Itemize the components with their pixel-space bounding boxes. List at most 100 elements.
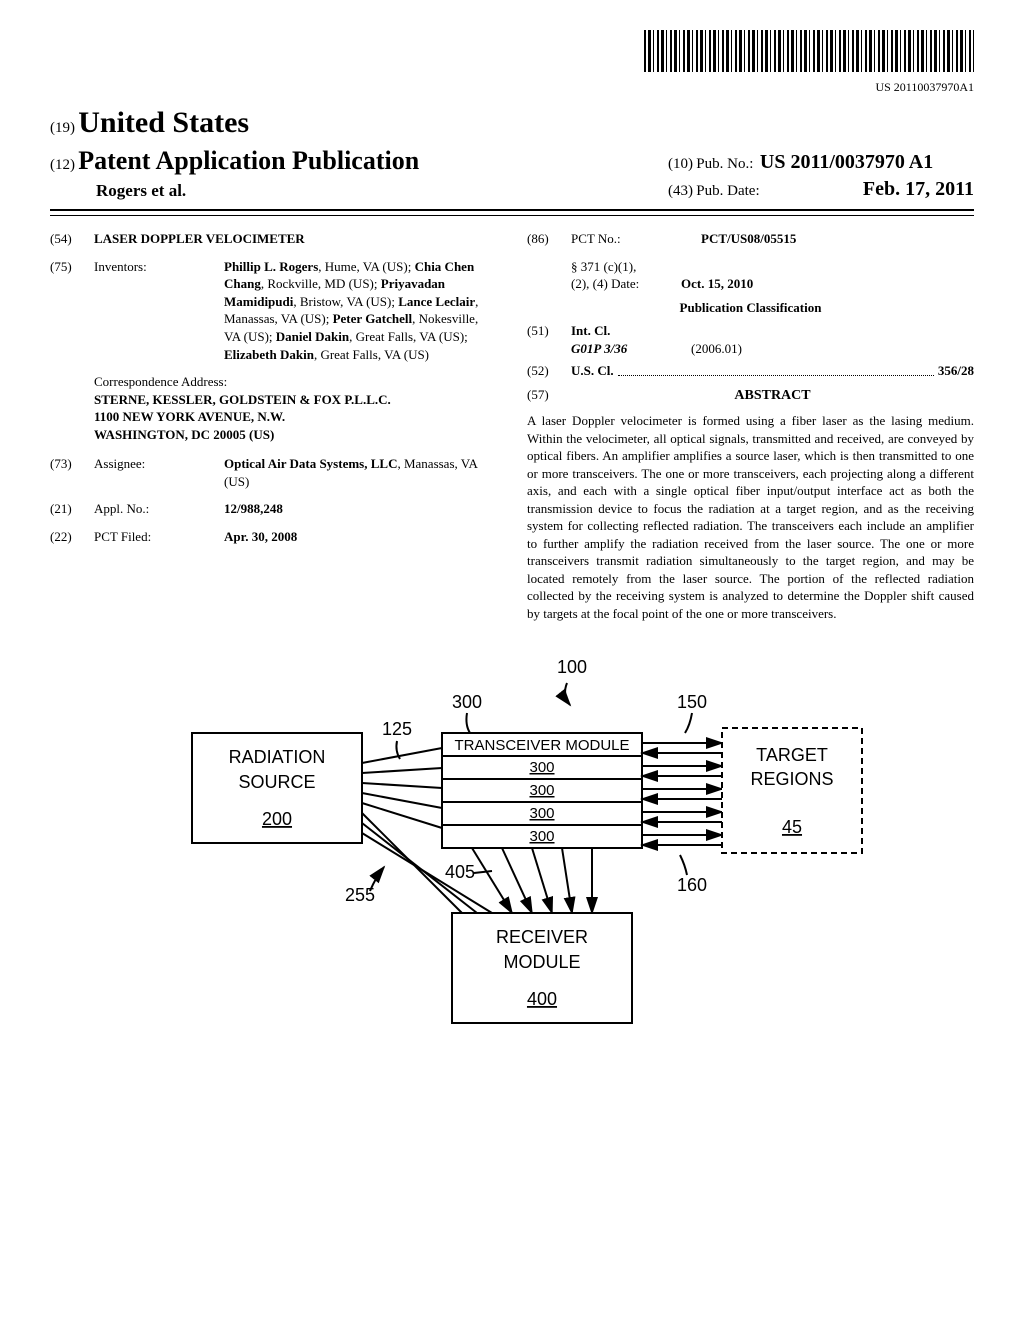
fig-label-150: 150: [677, 692, 707, 712]
pct-no-label: PCT No.:: [571, 230, 701, 248]
pct-filed-code: (22): [50, 528, 94, 546]
intcl-value: G01P 3/36: [571, 340, 691, 358]
title-row: (54) LASER DOPPLER VELOCIMETER: [50, 230, 497, 248]
fig-text-radiation: RADIATION: [229, 747, 326, 767]
divider-thin: [50, 215, 974, 216]
fig-label-125: 125: [382, 719, 412, 739]
pct-filed-label: PCT Filed:: [94, 528, 224, 546]
fig-text-receiver: RECEIVER: [496, 927, 588, 947]
corr-line-3: WASHINGTON, DC 20005 (US): [94, 426, 497, 444]
title-code: (54): [50, 230, 94, 248]
s371-date: Oct. 15, 2010: [681, 275, 753, 293]
fig-arrow-255: [370, 867, 384, 891]
assignee-val: Optical Air Data Systems, LLC, Manassas,…: [224, 455, 497, 490]
fig-bidir-arrows: [642, 743, 722, 845]
inventor-name: Peter Gatchell: [333, 311, 413, 326]
block-diagram: 100 300 150 RADIATION SOURCE 200 125 TRA…: [152, 653, 872, 1053]
fig-lead-150: [685, 713, 692, 733]
s371-blank: [527, 258, 571, 293]
inventor-loc: , Great Falls, VA (US): [314, 347, 429, 362]
fig-text-300: 300: [529, 782, 554, 799]
fig-label-300-top: 300: [452, 692, 482, 712]
fig-arrow-100: [565, 683, 570, 705]
fig-text-200: 200: [262, 809, 292, 829]
assignee-code: (73): [50, 455, 94, 490]
uscl-body: U.S. Cl. 356/28: [571, 362, 974, 380]
assignee-label: Assignee:: [94, 455, 224, 490]
uscl-dots: [618, 362, 934, 377]
assignee-row: (73) Assignee: Optical Air Data Systems,…: [50, 455, 497, 490]
inventor-loc: , Rockville, MD (US);: [261, 276, 381, 291]
fig-text-400: 400: [527, 989, 557, 1009]
intcl-row: (51) Int. Cl. G01P 3/36(2006.01): [527, 322, 974, 357]
inventors-label: Inventors:: [94, 258, 224, 363]
fig-lead-160: [680, 855, 687, 875]
inventors-list: Phillip L. Rogers, Hume, VA (US); Chia C…: [224, 258, 497, 363]
inventors-code: (75): [50, 258, 94, 363]
inventor-name: Phillip L. Rogers: [224, 259, 318, 274]
pub-type: Patent Application Publication: [78, 146, 419, 175]
fig-text-45: 45: [782, 817, 802, 837]
appl-code: (21): [50, 500, 94, 518]
fig-lead-405: [474, 871, 492, 873]
pct-no-val: PCT/US08/05515: [701, 230, 974, 248]
fig-text-target: TARGET: [756, 745, 828, 765]
inventor-name: Lance Leclair: [398, 294, 475, 309]
pub-no: US 2011/0037970 A1: [760, 151, 933, 173]
corr-line-1: STERNE, KESSLER, GOLDSTEIN & FOX P.L.L.C…: [94, 391, 497, 409]
assignee-name: Optical Air Data Systems, LLC: [224, 456, 397, 471]
fig-fan-line: [362, 768, 442, 773]
corr-label: Correspondence Address:: [94, 373, 497, 391]
inventor-name: Daniel Dakin: [276, 329, 349, 344]
pct-filed-val: Apr. 30, 2008: [224, 528, 497, 546]
s371-body: § 371 (c)(1), (2), (4) Date:Oct. 15, 201…: [571, 258, 974, 293]
pub-no-label: Pub. No.:: [696, 156, 753, 172]
uscl-label: U.S. Cl.: [571, 362, 614, 380]
uscl-code: (52): [527, 362, 571, 380]
pub-date: Feb. 17, 2011: [863, 178, 974, 200]
correspondence-block: Correspondence Address: STERNE, KESSLER,…: [94, 373, 497, 443]
barcode-number: US 20110037970A1: [50, 79, 974, 95]
abstract-code: (57): [527, 386, 571, 404]
pub-type-code: (12): [50, 157, 75, 173]
fig-text-300: 300: [529, 828, 554, 845]
inventor-loc: , Great Falls, VA (US);: [349, 329, 468, 344]
abstract-heading: ABSTRACT: [571, 387, 974, 406]
barcode-region: US 20110037970A1: [50, 30, 974, 95]
inventor-name: Elizabeth Dakin: [224, 347, 314, 362]
pct-no-row: (86) PCT No.: PCT/US08/05515: [527, 230, 974, 248]
header-block: (19) United States (12) Patent Applicati…: [50, 103, 974, 204]
appl-no: 12/988,248: [224, 500, 497, 518]
intcl-label: Int. Cl.: [571, 322, 974, 340]
fig-line-405: [532, 848, 552, 913]
abstract-header-row: (57) ABSTRACT: [527, 383, 974, 412]
s371-line2: (2), (4) Date:: [571, 275, 681, 293]
pub-date-label: Pub. Date:: [696, 183, 759, 199]
appl-no-row: (21) Appl. No.: 12/988,248: [50, 500, 497, 518]
intcl-body: Int. Cl. G01P 3/36(2006.01): [571, 322, 974, 357]
figure-region: 100 300 150 RADIATION SOURCE 200 125 TRA…: [50, 653, 974, 1053]
inventor-loc: , Hume, VA (US);: [318, 259, 414, 274]
fig-text-trans-mod: TRANSCEIVER MODULE: [454, 737, 629, 754]
pct-no-code: (86): [527, 230, 571, 248]
country-code: (19): [50, 120, 75, 136]
title-text: LASER DOPPLER VELOCIMETER: [94, 230, 305, 248]
pub-no-code: (10): [668, 156, 693, 172]
intcl-code: (51): [527, 322, 571, 357]
pub-class-heading: Publication Classification: [527, 299, 974, 317]
intcl-year: (2006.01): [691, 340, 742, 358]
divider-thick: [50, 209, 974, 211]
biblio-columns: (54) LASER DOPPLER VELOCIMETER (75) Inve…: [50, 230, 974, 622]
right-column: (86) PCT No.: PCT/US08/05515 § 371 (c)(1…: [527, 230, 974, 622]
fig-fan-line: [362, 748, 442, 763]
left-column: (54) LASER DOPPLER VELOCIMETER (75) Inve…: [50, 230, 497, 622]
s371-line1: § 371 (c)(1),: [571, 258, 974, 276]
corr-line-2: 1100 NEW YORK AVENUE, N.W.: [94, 408, 497, 426]
barcode-graphic: [644, 30, 974, 72]
pub-date-code: (43): [668, 183, 693, 199]
fig-fan-line: [362, 783, 442, 788]
fig-lead-300: [466, 713, 470, 733]
fig-text-source: SOURCE: [238, 772, 315, 792]
uscl-row: (52) U.S. Cl. 356/28: [527, 362, 974, 380]
fig-text-regions: REGIONS: [750, 769, 833, 789]
